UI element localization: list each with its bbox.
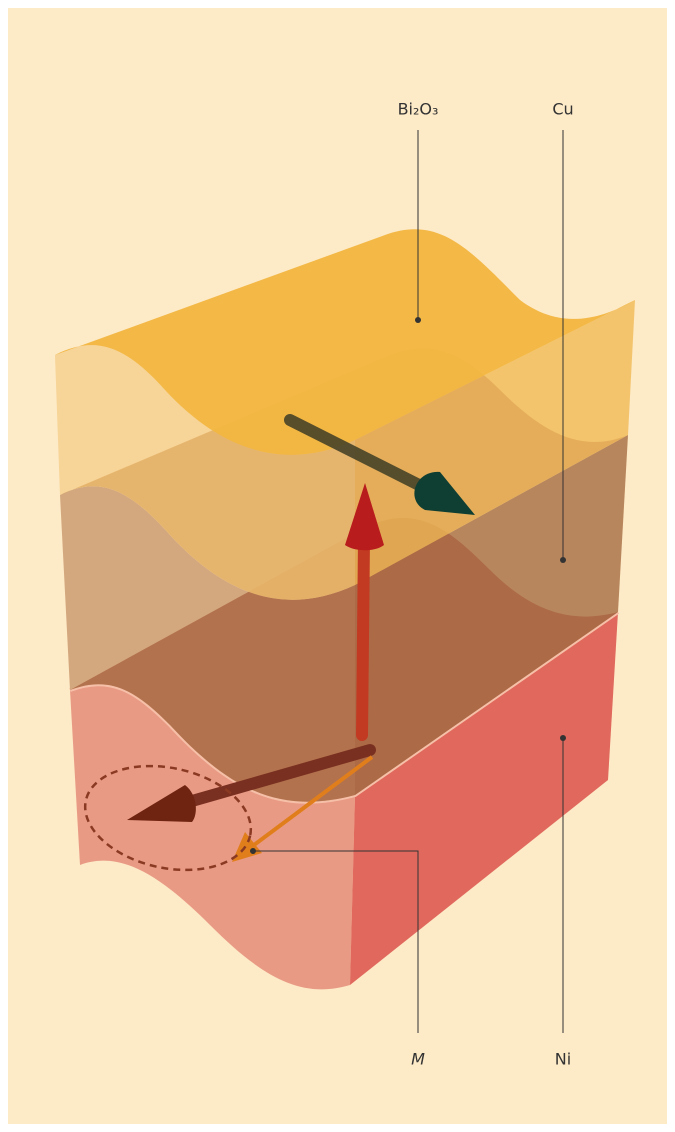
- precession-path: [83, 764, 253, 872]
- leader-dot: [415, 317, 421, 323]
- brown-arrow-head: [127, 785, 196, 822]
- label-ni: Ni: [555, 1050, 571, 1069]
- m-arrow-head: [232, 832, 262, 862]
- bi2o3-top-surface: [55, 229, 635, 455]
- leader-line: [253, 850, 419, 1033]
- red-arrow-shaft: [356, 534, 370, 741]
- leader-dot: [560, 735, 566, 741]
- label-m: M: [411, 1050, 425, 1069]
- leader-dot: [250, 848, 256, 854]
- m-arrow-shaft: [248, 755, 374, 850]
- label-bi2o3: Bi₂O₃: [398, 100, 439, 119]
- ni-side-face: [350, 612, 618, 985]
- red-arrow-head: [345, 483, 384, 551]
- spin-arrow-head: [414, 471, 475, 515]
- label-cu: Cu: [552, 100, 573, 119]
- spin-arrow-shaft: [284, 414, 431, 494]
- cu-top-surface: [60, 348, 628, 600]
- ni-top-surface: [70, 517, 618, 802]
- leader-dot: [560, 557, 566, 563]
- brown-arrow-shaft: [179, 744, 376, 809]
- ni-front-face: [70, 684, 355, 990]
